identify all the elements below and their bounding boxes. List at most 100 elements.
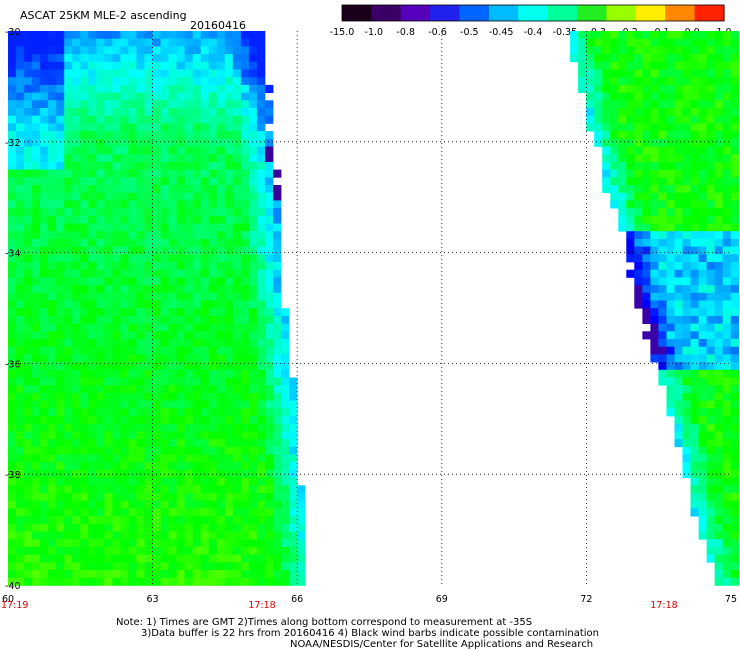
wind-cell — [152, 400, 161, 409]
wind-cell — [273, 454, 282, 463]
wind-cell — [674, 323, 683, 332]
wind-cell — [265, 408, 274, 417]
wind-cell — [136, 315, 145, 324]
wind-cell — [192, 308, 202, 317]
wind-cell — [176, 462, 185, 471]
wind-cell — [24, 439, 33, 448]
wind-cell — [32, 577, 41, 586]
wind-cell — [184, 46, 194, 55]
wind-cell — [289, 570, 298, 579]
wind-cell — [273, 493, 282, 502]
wind-cell — [120, 554, 129, 563]
wind-cell — [80, 331, 89, 340]
wind-cell — [64, 369, 73, 378]
wind-cell — [56, 523, 65, 532]
wind-cell — [273, 577, 282, 586]
wind-cell — [682, 169, 691, 178]
wind-cell — [160, 439, 169, 448]
wind-cell — [232, 400, 242, 409]
wind-cell — [88, 138, 97, 147]
wind-cell — [690, 323, 699, 332]
wind-cell — [200, 192, 210, 201]
wind-cell — [658, 269, 667, 278]
wind-cell — [144, 38, 153, 47]
wind-cell — [8, 54, 17, 63]
wind-cell — [730, 431, 740, 440]
wind-cell — [64, 562, 73, 571]
wind-cell — [152, 223, 161, 232]
wind-cell — [88, 385, 97, 394]
wind-cell — [192, 246, 202, 255]
wind-cell — [56, 138, 65, 147]
wind-cell — [128, 200, 137, 209]
wind-cell — [48, 531, 57, 540]
wind-cell — [690, 77, 699, 86]
wind-cell — [152, 38, 161, 47]
wind-cell — [56, 92, 65, 101]
wind-cell — [224, 231, 234, 240]
wind-cell — [104, 431, 113, 440]
wind-cell — [698, 385, 707, 394]
wind-cell — [618, 31, 627, 40]
wind-cell — [714, 254, 723, 263]
wind-cell — [216, 292, 226, 301]
wind-cell — [265, 493, 274, 502]
wind-cell — [112, 315, 121, 324]
wind-cell — [16, 154, 25, 163]
wind-cell — [168, 100, 177, 109]
wind-cell — [698, 238, 707, 247]
wind-cell — [698, 61, 707, 70]
wind-cell — [216, 431, 226, 440]
wind-cell — [650, 315, 659, 324]
wind-cell — [216, 400, 226, 409]
wind-cell — [8, 77, 17, 86]
wind-cell — [642, 215, 651, 224]
wind-cell — [714, 562, 723, 571]
wind-cell — [96, 554, 105, 563]
wind-cell — [698, 277, 707, 286]
wind-cell — [273, 539, 282, 548]
wind-cell — [48, 416, 57, 425]
wind-cell — [160, 169, 169, 178]
product-date: 20160416 — [190, 19, 246, 32]
wind-cell — [256, 454, 266, 463]
wind-cell — [682, 115, 691, 124]
wind-cell — [698, 169, 707, 178]
wind-cell — [289, 416, 298, 425]
wind-cell — [240, 238, 250, 247]
wind-cell — [152, 508, 161, 517]
wind-cell — [80, 38, 89, 47]
wind-cell — [64, 69, 73, 78]
wind-cell — [297, 546, 306, 555]
wind-cell — [730, 285, 740, 294]
wind-cell — [240, 369, 250, 378]
wind-cell — [128, 346, 137, 355]
wind-cell — [96, 161, 105, 170]
wind-cell — [690, 292, 699, 301]
wind-cell — [96, 539, 105, 548]
wind-cell — [120, 369, 129, 378]
wind-cell — [152, 500, 161, 509]
wind-cell — [232, 285, 242, 294]
wind-cell — [666, 292, 675, 301]
wind-cell — [56, 54, 65, 63]
wind-cell — [208, 46, 218, 55]
wind-cell — [64, 161, 73, 170]
wind-cell — [232, 38, 242, 47]
wind-cell — [168, 208, 177, 217]
wind-cell — [96, 231, 105, 240]
wind-cell — [184, 454, 194, 463]
wind-cell — [80, 169, 89, 178]
wind-cell — [136, 493, 145, 502]
wind-cell — [722, 508, 732, 517]
wind-cell — [192, 254, 202, 263]
wind-cell — [706, 161, 715, 170]
wind-cell — [224, 77, 234, 86]
wind-cell — [168, 570, 177, 579]
wind-cell — [216, 238, 226, 247]
wind-cell — [634, 277, 643, 286]
wind-cell — [690, 131, 699, 140]
wind-cell — [160, 523, 169, 532]
wind-cell — [184, 300, 194, 309]
wind-cell — [24, 192, 33, 201]
